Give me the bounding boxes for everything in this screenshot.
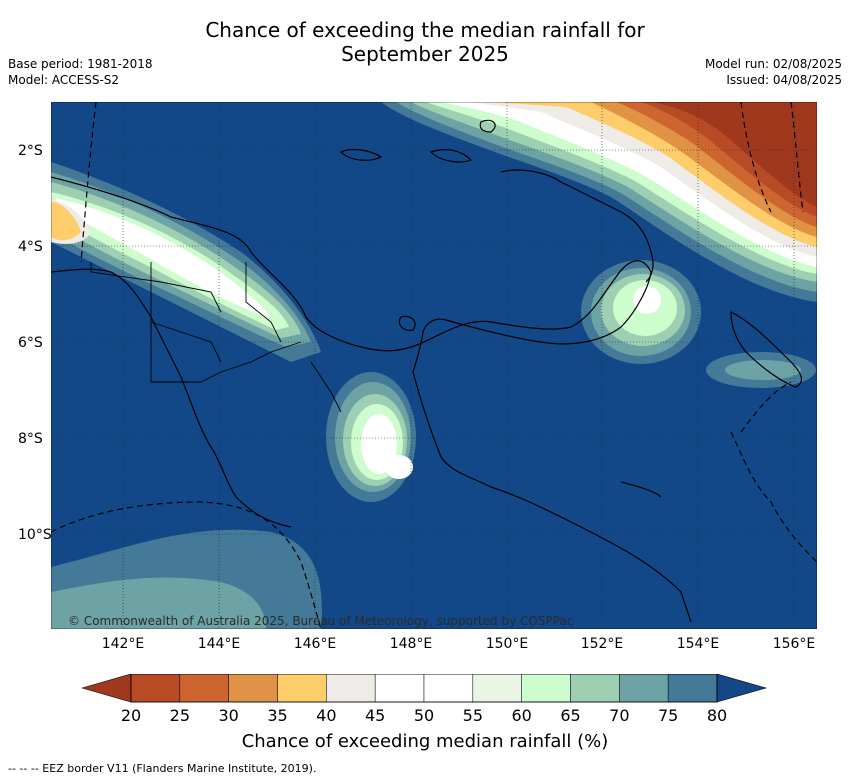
colorbar-tick-label: 40: [316, 706, 337, 725]
colorbar-cell: [228, 674, 278, 703]
colorbar-extend-high: [716, 674, 768, 703]
colorbar-tick-label: 30: [218, 706, 239, 725]
lon-label-148: 148°E: [389, 636, 433, 652]
colorbar-cell: [326, 674, 376, 703]
colorbar-title: Chance of exceeding median rainfall (%): [241, 731, 609, 752]
colorbar-tick-label: 20: [120, 706, 142, 725]
lon-label-156: 156°E: [772, 636, 816, 652]
colorbar-cell: [130, 674, 181, 703]
lat-label-6s: 6°S: [18, 335, 43, 351]
coastlines: [51, 119, 803, 623]
colorbar: [82, 674, 768, 703]
colorbar-cell: [423, 674, 474, 703]
lat-label-8s: 8°S: [18, 431, 43, 447]
graticule: [51, 102, 817, 629]
rainfall-map: [51, 102, 817, 629]
colorbar-cell: [619, 674, 669, 703]
run-info: Model run: 02/08/2025 Issued: 04/08/2025: [705, 56, 842, 88]
eez-footnote: -- -- -- EEZ border V11 (Flanders Marine…: [8, 762, 317, 775]
colorbar-tick-label: 75: [657, 706, 679, 725]
lat-label-2s: 2°S: [18, 143, 43, 159]
lon-label-146: 146°E: [293, 636, 337, 652]
lon-label-142: 142°E: [101, 636, 145, 652]
colorbar-tick-label: 80: [706, 706, 728, 725]
model-name: Model: ACCESS-S2: [8, 73, 120, 87]
colorbar-cell: [667, 674, 718, 703]
colorbar-cell: [570, 674, 620, 703]
colorbar-tick-label: 45: [364, 706, 386, 725]
provincial-boundaries: [90, 262, 342, 413]
lon-label-144: 144°E: [197, 636, 241, 652]
colorbar-cell: [472, 674, 522, 703]
map-title: Chance of exceeding the median rainfall …: [0, 18, 850, 66]
copyright-notice: © Commonwealth of Australia 2025, Bureau…: [68, 614, 574, 628]
issued-date: Issued: 04/08/2025: [726, 73, 842, 87]
title-line-2: September 2025: [341, 42, 509, 66]
colorbar-tick-label: 65: [560, 706, 581, 725]
eez-border: [51, 102, 817, 629]
western-wet-anomaly: [51, 162, 321, 362]
lat-label-4s: 4°S: [18, 239, 43, 255]
colorbar-tick-label: 55: [462, 706, 484, 725]
colorbar-tick-label: 25: [169, 706, 191, 725]
model-run-date: Model run: 02/08/2025: [704, 57, 842, 71]
colorbar-cell: [277, 674, 327, 703]
colorbar-cell: [374, 674, 425, 703]
northeast-dry-band: [381, 102, 817, 302]
model-info: Base period: 1981-2018 Model: ACCESS-S2: [8, 56, 153, 88]
lon-label-152: 152°E: [580, 636, 624, 652]
colorbar-tick-label: 35: [267, 706, 288, 725]
colorbar-extend-low: [82, 674, 132, 703]
title-line-1: Chance of exceeding the median rainfall …: [205, 18, 645, 42]
lon-label-154: 154°E: [676, 636, 720, 652]
colorbar-tick-label: 50: [413, 706, 435, 725]
lon-label-150: 150°E: [485, 636, 529, 652]
east-wet-anomaly: [581, 260, 816, 388]
colorbar-cell: [179, 674, 229, 703]
colorbar-cell: [521, 674, 571, 703]
lat-label-10s: 10°S: [18, 527, 52, 543]
southwest-moderate-region: [51, 529, 322, 629]
colorbar-tick-label: 70: [609, 706, 630, 725]
central-wet-anomaly: [326, 372, 416, 502]
colorbar-tick-label: 60: [511, 706, 532, 725]
base-period: Base period: 1981-2018: [8, 57, 153, 71]
